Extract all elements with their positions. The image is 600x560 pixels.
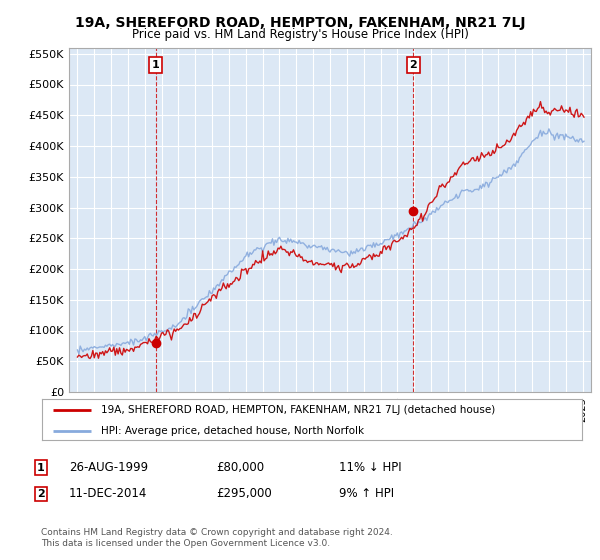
Text: 11% ↓ HPI: 11% ↓ HPI bbox=[339, 461, 401, 474]
Text: 9% ↑ HPI: 9% ↑ HPI bbox=[339, 487, 394, 501]
Text: 19A, SHEREFORD ROAD, HEMPTON, FAKENHAM, NR21 7LJ: 19A, SHEREFORD ROAD, HEMPTON, FAKENHAM, … bbox=[75, 16, 525, 30]
Text: 1: 1 bbox=[37, 463, 44, 473]
Text: 26-AUG-1999: 26-AUG-1999 bbox=[69, 461, 148, 474]
Text: 11-DEC-2014: 11-DEC-2014 bbox=[69, 487, 148, 501]
Text: 1: 1 bbox=[152, 60, 160, 70]
Text: 2: 2 bbox=[37, 489, 44, 499]
Text: 19A, SHEREFORD ROAD, HEMPTON, FAKENHAM, NR21 7LJ (detached house): 19A, SHEREFORD ROAD, HEMPTON, FAKENHAM, … bbox=[101, 405, 496, 415]
Text: Price paid vs. HM Land Registry's House Price Index (HPI): Price paid vs. HM Land Registry's House … bbox=[131, 28, 469, 41]
Text: HPI: Average price, detached house, North Norfolk: HPI: Average price, detached house, Nort… bbox=[101, 426, 365, 436]
Text: Contains HM Land Registry data © Crown copyright and database right 2024.
This d: Contains HM Land Registry data © Crown c… bbox=[41, 528, 392, 548]
Text: £80,000: £80,000 bbox=[216, 461, 264, 474]
Text: £295,000: £295,000 bbox=[216, 487, 272, 501]
Text: 2: 2 bbox=[409, 60, 417, 70]
